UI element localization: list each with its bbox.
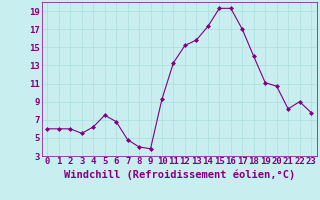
X-axis label: Windchill (Refroidissement éolien,°C): Windchill (Refroidissement éolien,°C) (64, 169, 295, 180)
